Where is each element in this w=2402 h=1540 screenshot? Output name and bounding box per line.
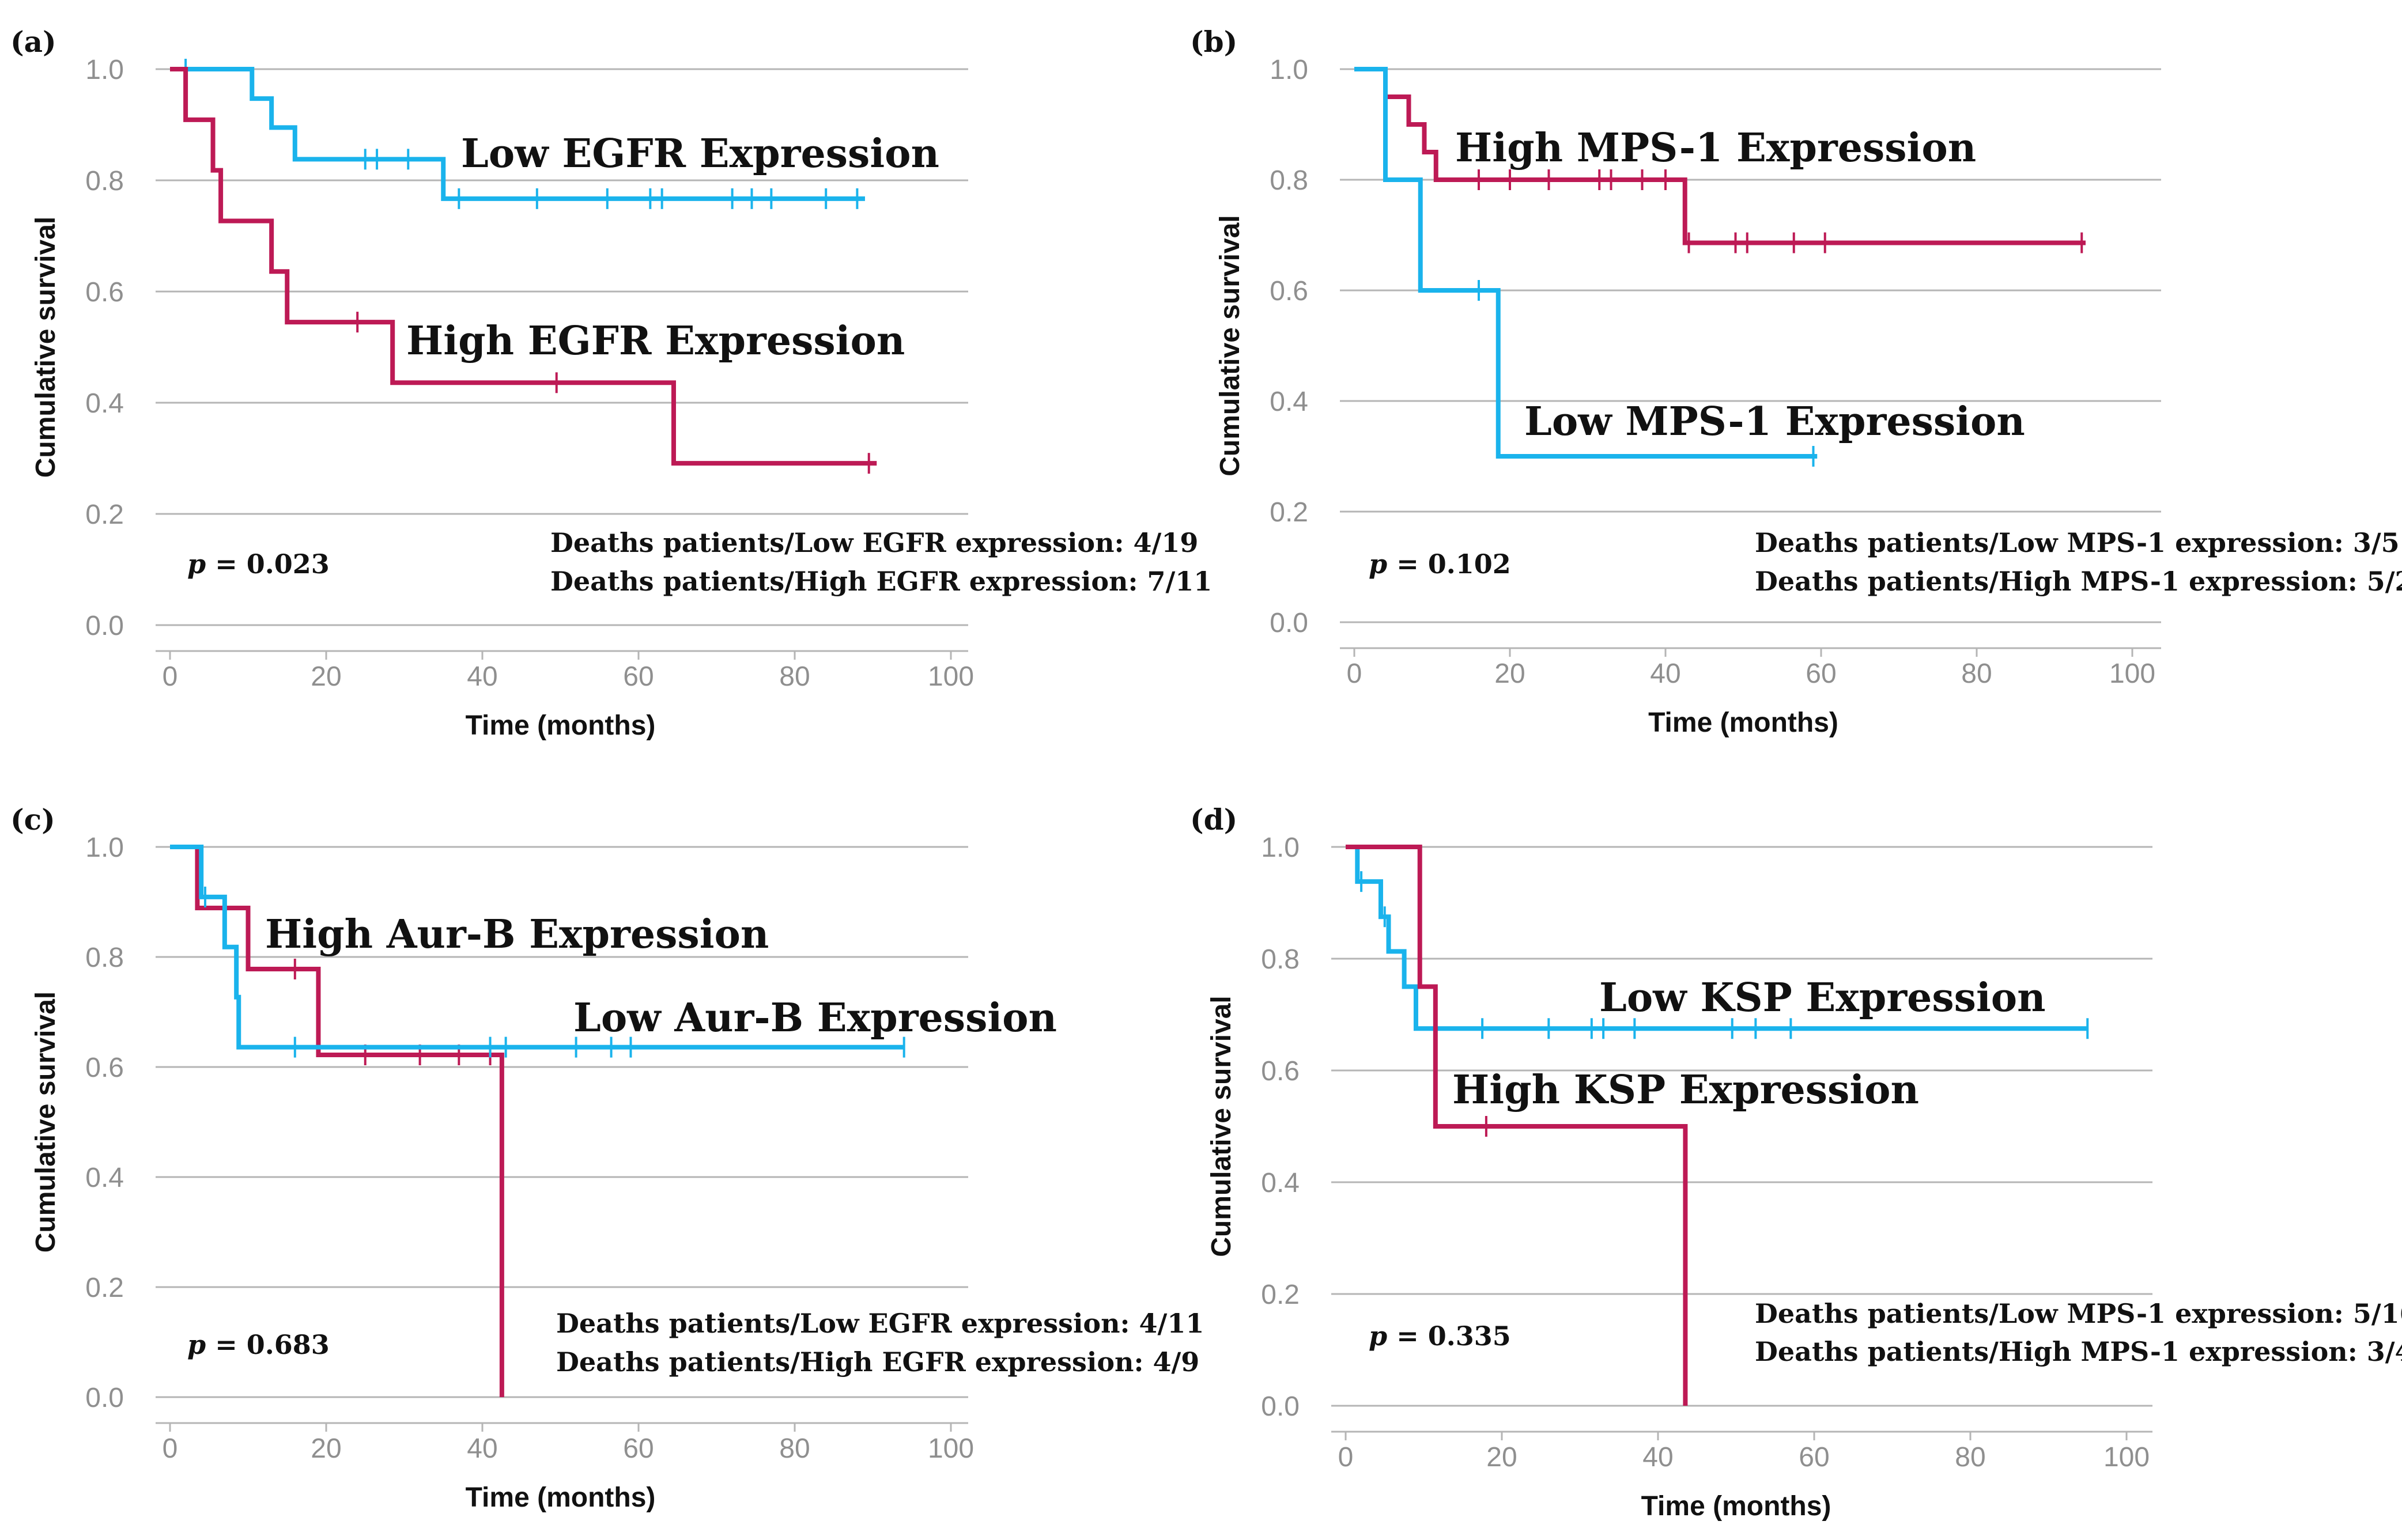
y-tick-label: 0.8 (1270, 165, 1308, 196)
y-tick-label: 0.4 (1261, 1168, 1300, 1198)
p-value: p = 0.102 (1369, 548, 1511, 580)
y-tick-label: 0.0 (85, 1383, 124, 1413)
y-axis-title: Cumulative survival (1206, 996, 1237, 1257)
x-tick-label: 20 (1494, 659, 1525, 689)
chart-panel-4: (d) 0.0 0.2 0.4 0.6 0.8 1.0 0 20 40 60 80 100 Time (m… (1190, 803, 2402, 1522)
x-tick-label: 0 (1338, 1442, 1354, 1473)
x-tick-label: 20 (1486, 1442, 1517, 1473)
chart-panel-3: (c) 0.0 0.2 0.4 0.6 0.8 1.0 0 20 40 60 80 100 Time (m… (10, 803, 1204, 1513)
series-line-high (170, 67, 877, 466)
y-tick-label: 0.8 (1261, 944, 1300, 975)
series-label: High Aur-B Expression (265, 911, 769, 958)
x-axis-title: Time (months) (1641, 1491, 1831, 1522)
panel-letter: (c) (10, 803, 55, 837)
x-tick-label: 40 (1642, 1442, 1673, 1473)
x-tick-label: 100 (2109, 659, 2155, 689)
y-tick-label: 0.2 (1261, 1280, 1300, 1310)
series-line-low (170, 67, 865, 201)
series-label: High KSP Expression (1452, 1067, 1919, 1113)
x-tick-label: 80 (779, 661, 810, 692)
x-tick-label: 40 (1650, 659, 1680, 689)
series-label: Low EGFR Expression (461, 131, 939, 177)
x-tick-label: 40 (467, 1433, 497, 1464)
y-tick-label: 0.4 (1270, 387, 1308, 417)
panel-letter: (a) (10, 25, 56, 59)
p-value: p = 0.023 (187, 548, 330, 580)
chart-panel-2: (b) 0.0 0.2 0.4 0.6 0.8 1.0 0 20 40 60 80 100 Time (m… (1190, 25, 2402, 738)
y-tick-label: 0.8 (85, 166, 124, 196)
x-axis-title: Time (months) (1648, 707, 1838, 738)
series-line-low (1346, 845, 2088, 1031)
y-tick-label: 0.0 (1261, 1391, 1300, 1422)
y-tick-label: 0.6 (1270, 276, 1308, 307)
series-label: Low MPS-1 Expression (1524, 399, 2025, 445)
x-tick-label: 0 (163, 1433, 178, 1464)
x-tick-label: 20 (311, 1433, 341, 1464)
y-tick-label: 0.4 (85, 388, 124, 419)
x-tick-label: 60 (1799, 1442, 1829, 1473)
x-tick-label: 100 (2103, 1442, 2150, 1473)
series-line-low (170, 845, 904, 1050)
deaths-annotation: Deaths patients/Low EGFR expression: 4/1… (550, 527, 1198, 558)
y-tick-label: 1.0 (1261, 833, 1300, 863)
series-label: Low Aur-B Expression (573, 995, 1057, 1041)
series-line-high (170, 845, 504, 1397)
y-tick-label: 1.0 (1270, 55, 1308, 85)
panel-letter: (d) (1190, 803, 1237, 837)
y-tick-label: 0.2 (85, 500, 124, 530)
p-value: p = 0.335 (1369, 1320, 1511, 1352)
y-axis-title: Cumulative survival (31, 217, 61, 478)
chart-panel-1: (a) 0.0 0.2 0.4 0.6 0.8 1.0 0 20 40 60 80 100 Time (m… (10, 25, 1212, 741)
deaths-annotation: Deaths patients/High MPS-1 expression: 3… (1755, 1336, 2402, 1367)
series-label: High EGFR Expression (406, 318, 905, 364)
y-tick-label: 0.8 (85, 943, 124, 973)
x-tick-label: 80 (1955, 1442, 1985, 1473)
deaths-annotation: Deaths patients/Low EGFR expression: 4/1… (556, 1308, 1204, 1339)
x-axis-title: Time (months) (466, 710, 656, 741)
series-line-high (1346, 845, 1688, 1406)
series-line-low (1354, 67, 1818, 459)
deaths-annotation: Deaths patients/Low MPS-1 expression: 3/… (1755, 527, 2400, 558)
y-tick-label: 0.6 (85, 1053, 124, 1083)
y-axis-title: Cumulative survival (31, 992, 61, 1253)
deaths-annotation: Deaths patients/High EGFR expression: 7/… (550, 566, 1212, 597)
x-tick-label: 80 (779, 1433, 810, 1464)
deaths-annotation: Deaths patients/High MPS-1 expression: 5… (1755, 566, 2402, 597)
y-tick-label: 1.0 (85, 55, 124, 85)
x-tick-label: 100 (928, 1433, 974, 1464)
y-tick-label: 0.6 (85, 277, 124, 308)
x-tick-label: 0 (163, 661, 178, 692)
x-tick-label: 40 (467, 661, 497, 692)
series-label: High MPS-1 Expression (1455, 125, 1976, 171)
y-tick-label: 0.0 (1270, 608, 1308, 638)
x-tick-label: 20 (311, 661, 341, 692)
y-tick-label: 0.4 (85, 1163, 124, 1193)
y-tick-label: 0.0 (85, 611, 124, 641)
deaths-annotation: Deaths patients/High EGFR expression: 4/… (556, 1346, 1199, 1378)
y-tick-label: 0.2 (1270, 497, 1308, 528)
x-axis-title: Time (months) (466, 1482, 656, 1513)
x-tick-label: 60 (623, 661, 654, 692)
x-tick-label: 60 (623, 1433, 654, 1464)
x-tick-label: 100 (928, 661, 974, 692)
series-label: Low KSP Expression (1599, 975, 2046, 1021)
x-tick-label: 0 (1347, 659, 1362, 689)
y-axis-title: Cumulative survival (1215, 215, 1245, 476)
p-value: p = 0.683 (187, 1329, 330, 1360)
deaths-annotation: Deaths patients/Low MPS-1 expression: 5/… (1755, 1298, 2402, 1329)
y-tick-label: 1.0 (85, 833, 124, 863)
y-tick-label: 0.6 (1261, 1056, 1300, 1087)
panel-letter: (b) (1190, 25, 1237, 59)
x-tick-label: 60 (1806, 659, 1836, 689)
x-tick-label: 80 (1961, 659, 1992, 689)
y-tick-label: 0.2 (85, 1273, 124, 1303)
